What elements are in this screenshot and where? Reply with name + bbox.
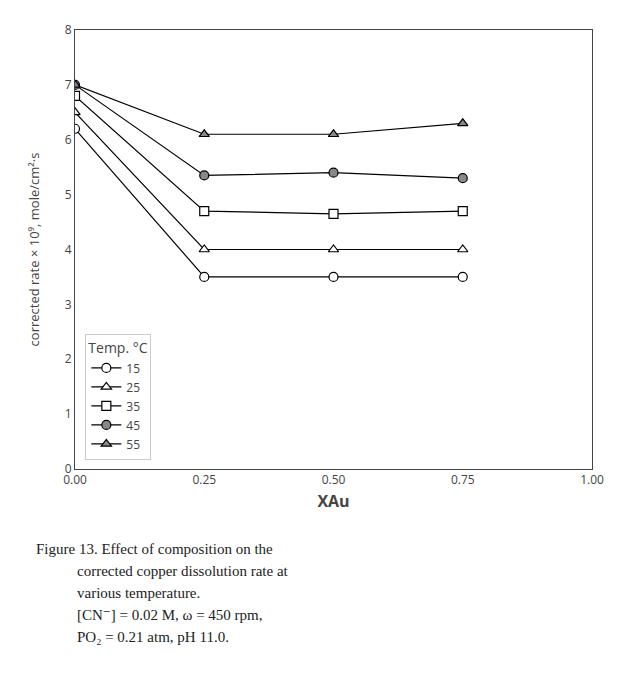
svg-text:corrected copper dissolution r: corrected copper dissolution rate at [77, 563, 289, 579]
svg-text:15: 15 [126, 360, 140, 377]
svg-text:45: 45 [126, 417, 140, 434]
svg-text:0.25: 0.25 [192, 471, 216, 488]
svg-text:Figure 13. Effect of compositi: Figure 13. Effect of composition on the [36, 541, 273, 557]
svg-text:1: 1 [65, 405, 72, 422]
svg-text:0: 0 [65, 460, 72, 477]
svg-text:0.00: 0.00 [63, 471, 87, 488]
svg-text:various temperature.: various temperature. [77, 585, 200, 601]
svg-text:8: 8 [65, 21, 72, 38]
svg-text:corrected rate × 10⁹, mole/cm²: corrected rate × 10⁹, mole/cm²·s [25, 153, 43, 347]
svg-text:2: 2 [65, 350, 72, 367]
svg-text:0.50: 0.50 [322, 471, 346, 488]
svg-text:3: 3 [65, 296, 72, 313]
svg-text:1.00: 1.00 [580, 471, 604, 488]
svg-text:XAu: XAu [317, 490, 349, 512]
svg-text:[CN⁻] = 0.02 M, ω = 450 rpm,: [CN⁻] = 0.02 M, ω = 450 rpm, [77, 607, 263, 623]
svg-text:PO₂ = 0.21 atm, pH 11.0.: PO₂ = 0.21 atm, pH 11.0. [77, 629, 229, 645]
svg-text:0.75: 0.75 [451, 471, 475, 488]
svg-text:7: 7 [65, 76, 72, 93]
svg-text:6: 6 [65, 131, 72, 148]
svg-text:55: 55 [126, 436, 140, 453]
svg-text:5: 5 [65, 186, 72, 203]
svg-text:Temp. °C: Temp. °C [88, 338, 147, 357]
svg-text:4: 4 [65, 241, 72, 258]
svg-text:25: 25 [126, 379, 140, 396]
svg-text:35: 35 [126, 398, 140, 415]
